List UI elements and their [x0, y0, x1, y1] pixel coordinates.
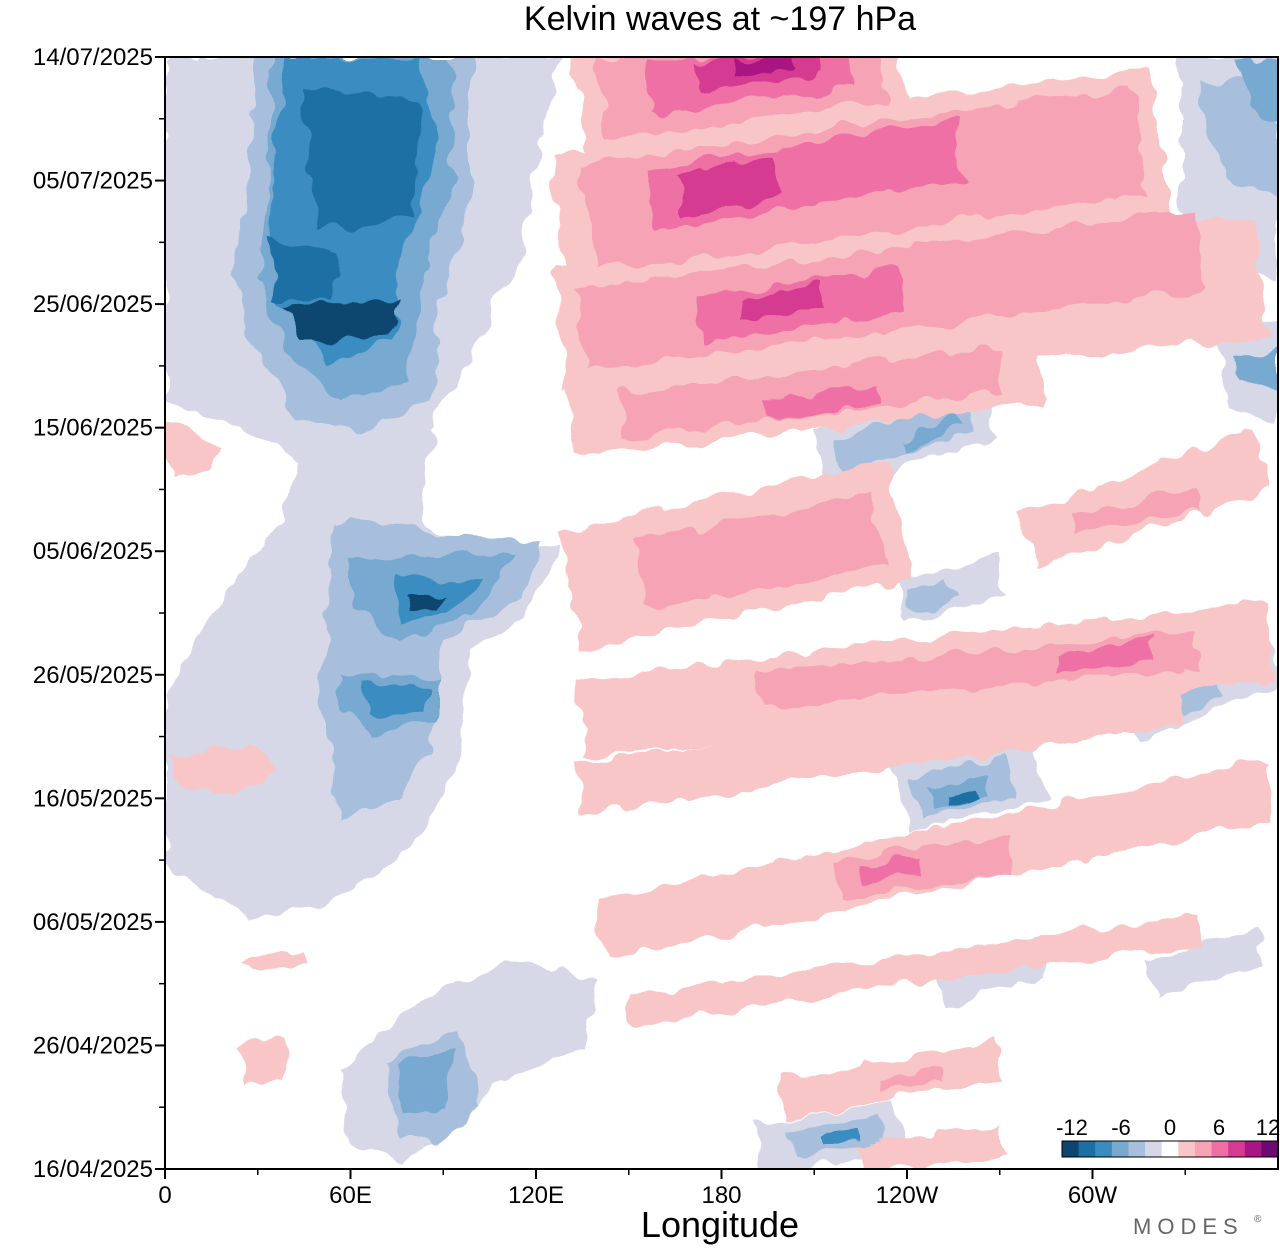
positive-anomaly-region	[698, 57, 822, 90]
y-axis: 14/07/2025 05/07/2025 25/06/2025 15/06/2025…	[33, 44, 165, 1183]
colorbar-swatch	[1244, 1141, 1262, 1157]
y-tick-label: 06/05/2025	[33, 909, 153, 936]
colorbar-swatch	[1095, 1141, 1113, 1157]
colorbar-swatch	[1145, 1141, 1163, 1157]
y-tick-label: 15/06/2025	[33, 415, 153, 442]
y-tick-label: 16/05/2025	[33, 785, 153, 812]
negative-anomaly-region	[902, 579, 953, 611]
colorbar-label: -12	[1056, 1115, 1088, 1140]
x-tick-label: 0	[158, 1182, 171, 1209]
colorbar-swatch	[1062, 1141, 1080, 1157]
positive-anomaly-region	[617, 348, 1003, 437]
positive-anomaly-region	[676, 155, 784, 215]
positive-anomaly-region	[737, 284, 823, 321]
positive-anomaly-region	[633, 495, 887, 610]
brand-mark: ®	[1254, 1214, 1262, 1225]
plot-area	[165, 57, 1278, 1169]
colorbar-frame	[1061, 1140, 1279, 1158]
negative-anomaly-region	[165, 57, 240, 280]
brand-logo: MODES ®	[1133, 1214, 1262, 1239]
positive-anomaly-region	[1067, 489, 1203, 536]
brand-text: MODES	[1133, 1214, 1244, 1239]
x-tick-label: 180	[701, 1182, 741, 1209]
positive-anomaly-region	[878, 1068, 942, 1092]
negative-anomaly-region	[300, 90, 420, 230]
negative-anomaly-region	[360, 680, 430, 715]
colorbar: -12 -6 0 6 12	[1056, 1115, 1280, 1158]
y-tick-label: 05/06/2025	[33, 538, 153, 565]
x-tick-label: 60W	[1068, 1182, 1118, 1209]
colorbar-swatch	[1228, 1141, 1246, 1157]
negative-anomaly-region	[270, 240, 340, 300]
colorbar-swatch	[1211, 1141, 1229, 1157]
negative-anomaly-region	[835, 398, 975, 472]
colorbar-label: -6	[1111, 1115, 1131, 1140]
colorbar-swatch	[1161, 1141, 1179, 1157]
colorbar-swatch	[1178, 1141, 1196, 1157]
positive-anomaly-region	[240, 950, 310, 970]
colorbar-swatch	[1128, 1141, 1146, 1157]
y-tick-label: 05/07/2025	[33, 168, 153, 195]
chart-title: Kelvin waves at ~197 hPa	[524, 0, 916, 38]
negative-anomaly-region	[897, 413, 963, 452]
colorbar-swatch	[1111, 1141, 1129, 1157]
negative-anomaly-region	[285, 300, 400, 340]
negative-anomaly-region	[819, 1129, 861, 1146]
colorbar-labels: -12 -6 0 6 12	[1056, 1115, 1280, 1140]
colorbar-label: 0	[1164, 1115, 1176, 1140]
y-tick-label: 16/04/2025	[33, 1156, 153, 1183]
x-tick-label: 120E	[508, 1182, 564, 1209]
x-axis: 0 60E 120E 180 120W 60W	[158, 1169, 1186, 1209]
negative-anomaly-region	[395, 1050, 455, 1115]
positive-anomaly-region	[170, 745, 275, 795]
colorbar-label: 12	[1256, 1115, 1280, 1140]
positive-anomaly-region	[165, 420, 215, 480]
positive-anomaly-region	[837, 835, 1013, 900]
positive-anomaly-region	[576, 675, 1184, 815]
positive-anomaly-region	[1058, 641, 1152, 674]
anomaly-field	[165, 57, 1278, 1169]
y-tick-label: 25/06/2025	[33, 291, 153, 318]
x-tick-label: 120W	[876, 1182, 939, 1209]
positive-anomaly-region	[858, 858, 922, 883]
colorbar-label: 6	[1213, 1115, 1225, 1140]
negative-anomaly-region	[410, 595, 450, 612]
negative-anomaly-region	[1235, 60, 1278, 120]
negative-anomaly-region	[1143, 925, 1267, 1000]
x-tick-label: 60E	[329, 1182, 372, 1209]
positive-anomaly-region	[627, 915, 1203, 1025]
positive-anomaly-region	[758, 386, 882, 419]
negative-anomaly-region	[949, 789, 981, 806]
colorbar-swatch	[1078, 1141, 1096, 1157]
positive-anomaly-region	[729, 57, 791, 77]
positive-anomaly-region	[857, 1125, 1003, 1169]
colorbar-swatch	[1194, 1141, 1213, 1157]
x-axis-title: Longitude	[641, 1204, 799, 1245]
y-tick-label: 26/04/2025	[33, 1032, 153, 1059]
positive-anomaly-region	[235, 1040, 290, 1085]
colorbar-swatches	[1061, 1140, 1279, 1158]
colorbar-swatch	[1261, 1141, 1279, 1157]
negative-anomaly-region	[1230, 350, 1278, 390]
y-tick-label: 26/05/2025	[33, 662, 153, 689]
y-tick-label: 14/07/2025	[33, 44, 153, 71]
